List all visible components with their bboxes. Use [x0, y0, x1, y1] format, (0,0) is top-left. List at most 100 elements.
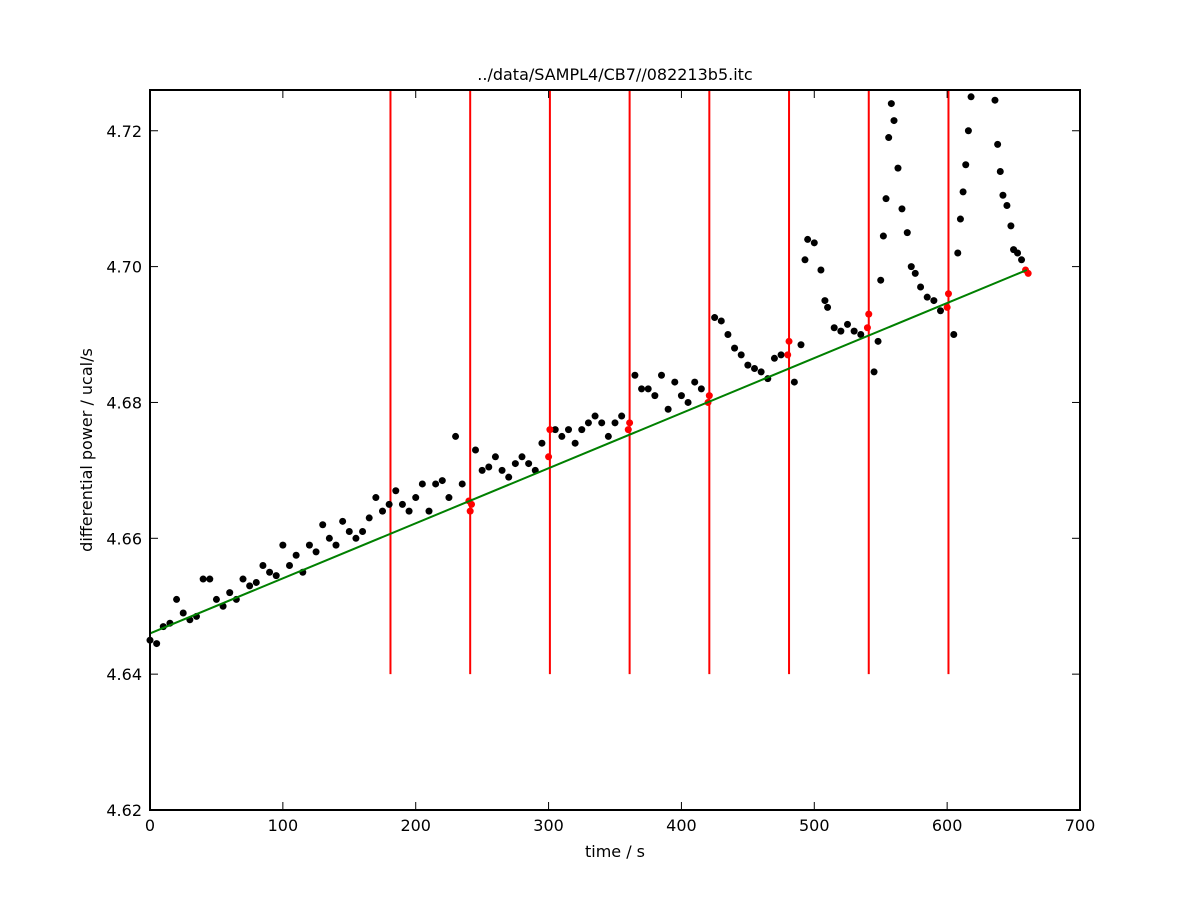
data-point — [824, 303, 832, 311]
data-point — [999, 191, 1007, 199]
data-point — [618, 412, 626, 420]
data-point — [286, 561, 293, 569]
data-point — [724, 331, 732, 339]
data-point — [485, 463, 493, 471]
data-point — [538, 439, 546, 447]
data-point — [711, 314, 719, 322]
data-point — [907, 263, 915, 271]
data-point — [863, 324, 871, 332]
data-point — [991, 96, 999, 104]
data-point — [239, 575, 247, 583]
data-point — [644, 385, 652, 393]
data-point — [930, 297, 938, 305]
data-point — [272, 572, 280, 580]
data-point — [352, 534, 360, 542]
x-tick-label: 600 — [932, 816, 963, 835]
data-point — [153, 640, 161, 648]
data-point — [903, 229, 911, 237]
data-point — [468, 500, 476, 508]
data-point — [697, 385, 705, 393]
data-point — [365, 514, 373, 522]
data-point — [744, 361, 752, 369]
data-point — [917, 283, 925, 291]
data-point — [359, 528, 367, 536]
data-point — [385, 500, 393, 508]
data-point — [565, 426, 572, 434]
data-point — [751, 364, 758, 372]
data-point — [882, 195, 890, 203]
chart-title: ../data/SAMPL4/CB7//082213b5.itc — [477, 65, 752, 84]
x-tick-label: 200 — [400, 816, 431, 835]
data-point — [199, 575, 207, 583]
data-point — [890, 117, 898, 125]
data-point — [737, 351, 745, 359]
y-tick-label: 4.70 — [106, 258, 142, 277]
data-point — [626, 419, 634, 427]
data-point — [956, 215, 964, 223]
data-point — [226, 589, 234, 597]
data-point — [898, 205, 906, 213]
data-point — [865, 310, 873, 318]
data-point — [545, 453, 553, 461]
data-point — [887, 100, 895, 108]
data-point — [784, 351, 792, 359]
data-point — [392, 487, 400, 495]
y-tick-label: 4.64 — [106, 665, 142, 684]
data-point — [684, 398, 692, 406]
data-point — [885, 134, 893, 142]
data-point — [923, 293, 931, 301]
data-point — [877, 276, 885, 284]
data-point — [1018, 256, 1026, 264]
data-point — [491, 453, 499, 461]
data-point — [943, 303, 951, 311]
data-point — [638, 385, 646, 393]
data-point — [651, 392, 659, 400]
data-point — [1024, 269, 1032, 277]
data-point — [498, 466, 506, 474]
data-point — [850, 327, 858, 335]
data-point — [259, 561, 267, 569]
data-point — [598, 419, 606, 427]
data-point — [466, 507, 474, 515]
x-tick-label: 400 — [666, 816, 697, 835]
x-tick-label: 0 — [145, 816, 155, 835]
data-point — [810, 239, 818, 247]
data-point — [821, 297, 829, 305]
data-point — [844, 320, 851, 328]
data-point — [870, 368, 878, 376]
data-point — [418, 480, 426, 488]
data-point — [797, 341, 805, 349]
y-tick-label: 4.72 — [106, 122, 142, 141]
data-point — [379, 507, 386, 515]
plot-frame — [149, 89, 1081, 811]
data-point — [551, 426, 559, 434]
data-point — [857, 331, 865, 339]
data-point — [959, 188, 967, 196]
x-tick-label: 100 — [268, 816, 299, 835]
data-point — [305, 541, 313, 549]
data-point — [658, 371, 665, 379]
data-point — [505, 473, 513, 481]
data-point — [950, 331, 958, 339]
data-point — [770, 354, 778, 362]
data-point — [252, 578, 260, 586]
data-point — [179, 609, 187, 617]
data-point — [817, 266, 825, 274]
data-point — [962, 161, 970, 169]
data-point — [879, 232, 887, 240]
data-point — [332, 541, 340, 549]
data-point — [571, 439, 579, 447]
data-point — [525, 460, 533, 468]
data-point — [345, 528, 353, 536]
data-point — [604, 432, 612, 440]
data-point — [964, 127, 972, 135]
data-point — [312, 548, 320, 556]
data-point — [445, 494, 453, 502]
data-point — [790, 378, 798, 386]
y-tick-label: 4.62 — [106, 801, 142, 820]
data-point — [830, 324, 838, 332]
x-axis-label: time / s — [585, 842, 645, 861]
data-point — [801, 256, 809, 264]
data-point — [944, 290, 952, 298]
